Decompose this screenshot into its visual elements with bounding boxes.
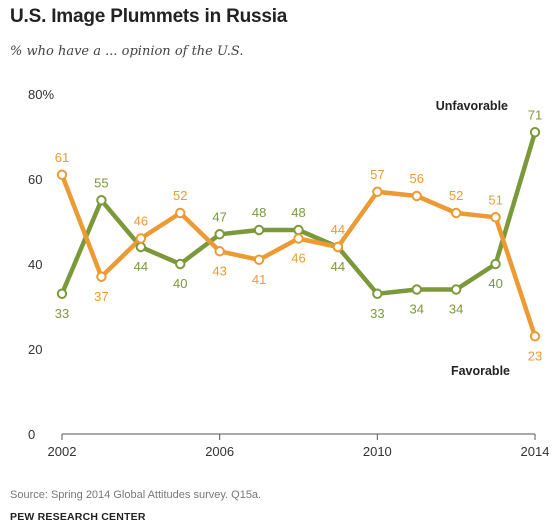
x-tick-label: 2010 [363, 444, 392, 459]
data-label-favorable: 51 [488, 192, 502, 207]
data-point-unfavorable [253, 224, 265, 236]
data-label-favorable: 37 [94, 289, 108, 304]
data-label-favorable: 46 [134, 214, 148, 229]
data-label-favorable: 52 [449, 188, 463, 203]
data-point-favorable [135, 233, 147, 244]
data-point-favorable [332, 241, 344, 253]
data-label-unfavorable: 71 [528, 107, 542, 122]
data-label-unfavorable: 40 [173, 276, 187, 291]
line-chart: 0 20 40 60 80% 2002 2006 2010 2014 33 55 44 40 47 48 48… [28, 87, 550, 459]
data-point-favorable [490, 212, 501, 223]
source-note: Source: Spring 2014 Global Attitudes sur… [10, 489, 262, 501]
data-point-unfavorable [372, 288, 383, 299]
data-point-favorable [56, 169, 68, 180]
data-label-favorable: 57 [370, 167, 384, 182]
data-label-unfavorable: 33 [370, 306, 384, 321]
data-point-unfavorable [214, 229, 225, 240]
y-tick-label: 60 [28, 172, 42, 187]
data-point-unfavorable [175, 258, 186, 270]
data-label-favorable: 41 [252, 272, 266, 287]
data-label-favorable: 43 [212, 263, 226, 278]
data-point-unfavorable [490, 258, 501, 270]
data-label-unfavorable: 55 [94, 175, 108, 190]
data-label-favorable: 44 [331, 222, 345, 237]
data-point-unfavorable [56, 288, 68, 299]
data-point-unfavorable [450, 284, 462, 295]
data-point-favorable [450, 207, 462, 219]
data-point-favorable [253, 254, 265, 265]
data-point-unfavorable [135, 241, 147, 253]
data-label-unfavorable: 40 [488, 276, 502, 291]
y-tick-label: 80% [28, 87, 54, 102]
data-point-unfavorable [529, 127, 541, 138]
data-point-unfavorable [293, 224, 304, 236]
data-point-favorable [372, 186, 383, 197]
data-label-favorable: 52 [173, 188, 187, 203]
data-point-favorable [293, 233, 304, 244]
y-tick-label: 20 [28, 342, 42, 357]
data-label-favorable: 23 [528, 348, 542, 363]
data-label-favorable: 61 [55, 150, 69, 165]
data-label-favorable: 56 [410, 171, 424, 186]
data-label-unfavorable: 44 [134, 259, 148, 274]
data-point-favorable [411, 190, 422, 202]
data-point-favorable [214, 246, 225, 257]
data-label-unfavorable: 33 [55, 306, 69, 321]
data-label-unfavorable: 47 [212, 209, 226, 224]
series-name-label-favorable: Favorable [451, 364, 510, 378]
data-label-unfavorable: 48 [252, 205, 266, 220]
chart-subtitle: % who have a ... opinion of the U.S. [10, 44, 244, 59]
data-point-favorable [96, 271, 107, 282]
y-tick-label: 40 [28, 257, 42, 272]
x-tick-label: 2002 [48, 444, 77, 459]
data-label-unfavorable: 34 [410, 302, 424, 317]
data-point-unfavorable [96, 195, 107, 206]
series-name-label-unfavorable: Unfavorable [436, 99, 508, 113]
data-label-unfavorable: 48 [291, 205, 305, 220]
data-point-unfavorable [411, 284, 422, 295]
data-label-unfavorable: 44 [331, 259, 345, 274]
data-point-favorable [529, 331, 541, 342]
y-tick-label: 0 [28, 427, 35, 442]
data-point-favorable [175, 207, 186, 219]
data-label-favorable: 46 [291, 251, 305, 266]
x-tick-label: 2006 [205, 444, 234, 459]
chart-title: U.S. Image Plummets in Russia [10, 6, 288, 27]
organization-name: PEW RESEARCH CENTER [10, 511, 146, 523]
x-tick-label: 2014 [521, 444, 550, 459]
data-label-unfavorable: 34 [449, 302, 463, 317]
